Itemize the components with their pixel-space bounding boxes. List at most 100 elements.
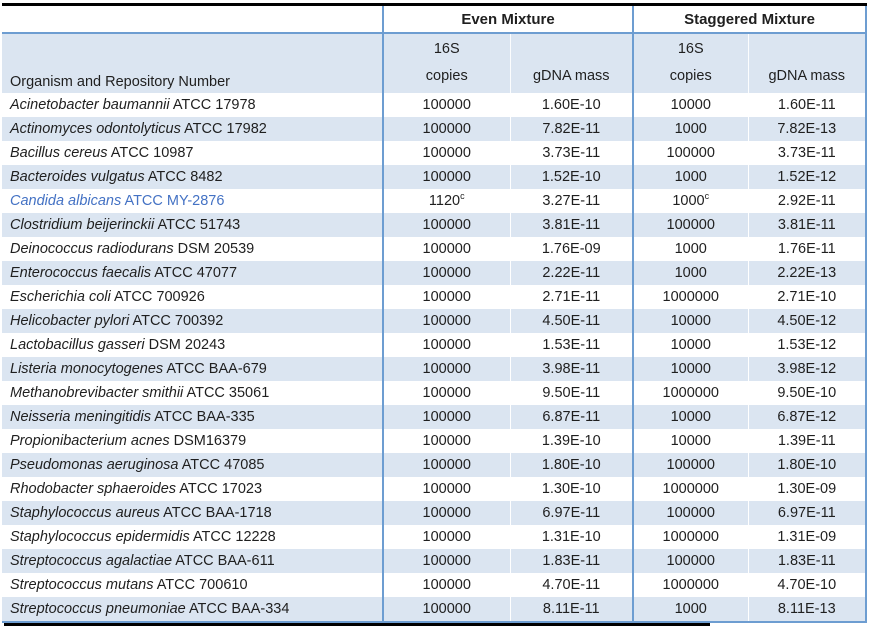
organism-cell: Candida albicans ATCC MY-2876 [10, 193, 225, 209]
staggered-gdna-mass-cell: 8.11E-13 [748, 597, 867, 623]
staggered-gdna-mass-cell: 1.31E-09 [748, 525, 867, 549]
table-row: Helicobacter pylori ATCC 700392 100000 4.5… [2, 309, 867, 333]
staggered-16s-copies-cell: 1000 [632, 261, 749, 285]
staggered-16s-copies-cell: 100000 [632, 453, 749, 477]
organism-group-header-empty [2, 4, 383, 34]
even-16s-copies-cell: 100000 [382, 213, 511, 237]
staggered-16s-copies-cell: 100000 [632, 549, 749, 573]
staggered-gdna-mass-cell: 2.71E-10 [748, 285, 867, 309]
organism-cell: Lactobacillus gasseri DSM 20243 [10, 337, 226, 353]
staggered-gdna-mass-cell: 9.50E-10 [748, 381, 867, 405]
table-row: Propionibacterium acnes DSM16379 100000 1.… [2, 429, 867, 453]
even-gdna-mass-cell: 3.98E-11 [510, 357, 633, 381]
even-16s-copies-cell: 100000 [382, 93, 511, 117]
staggered-gdna-mass-header: gDNA mass [748, 33, 867, 93]
staggered-gdna-mass-cell: 1.39E-11 [748, 429, 867, 453]
table-row: Neisseria meningitidis ATCC BAA-335 10000… [2, 405, 867, 429]
organism-cell: Propionibacterium acnes DSM16379 [10, 433, 247, 449]
staggered-16s-copies-cell: 1000000 [632, 285, 749, 309]
even-16s-copies-cell: 100000 [382, 333, 511, 357]
even-gdna-mass-cell: 9.50E-11 [542, 385, 601, 401]
staggered-16s-copies-cell: 10000 [632, 357, 749, 381]
organism-cell: Streptococcus agalactiae ATCC BAA-611 [2, 549, 383, 573]
staggered-16s-copies-cell: 1000c [632, 189, 749, 213]
organism-cell: Pseudomonas aeruginosa ATCC 47085 [2, 453, 383, 477]
even-gdna-mass-label: gDNA mass [532, 68, 610, 84]
staggered-gdna-mass-cell: 1.53E-12 [748, 333, 867, 357]
staggered-16s-copies-cell: 1000 [632, 237, 749, 261]
table-row: Escherichia coli ATCC 700926 100000 2.71E-… [2, 285, 867, 309]
table-row: Enterococcus faecalis ATCC 47077 100000 2.… [2, 261, 867, 285]
mock-community-composition-table: Even Mixture Staggered Mixture Organism … [2, 3, 867, 623]
even-mixture-group-header: Even Mixture [382, 4, 633, 34]
even-16s-copies-cell: 100000 [382, 405, 511, 429]
organism-cell: Streptococcus pneumoniae ATCC BAA-334 [2, 597, 383, 623]
staggered-16s-copies-cell: 10000 [632, 93, 749, 117]
organism-cell: Staphylococcus aureus ATCC BAA-1718 [2, 501, 383, 525]
table-row: Candida albicans ATCC MY-2876 1120c 3.27E-… [2, 189, 867, 213]
even-16s-copies-cell: 100000 [382, 477, 511, 501]
even-16s-copies-header: 16S copies [382, 33, 511, 93]
staggered-gdna-mass-cell: 1.30E-09 [748, 477, 867, 501]
even-16s-copies-cell: 100000 [382, 597, 511, 623]
table-row: Clostridium beijerinckii ATCC 51743 10000… [2, 213, 867, 237]
staggered-gdna-mass-cell: 3.73E-11 [748, 141, 867, 165]
organism-cell: Enterococcus faecalis ATCC 47077 [2, 261, 383, 285]
table-row: Bacteroides vulgatus ATCC 8482 100000 1.52… [2, 165, 867, 189]
organism-cell: Bacillus cereus ATCC 10987 [10, 145, 194, 161]
table-row: Acinetobacter baumannii ATCC 17978 100000… [2, 93, 867, 117]
even-16s-copies-cell: 100000 [382, 165, 511, 189]
staggered-gdna-mass-cell: 1.80E-10 [748, 453, 867, 477]
even-16s-copies-cell: 100000 [382, 381, 511, 405]
staggered-16s-copies-cell: 1000000 [632, 477, 749, 501]
staggered-gdna-mass-cell: 1.52E-12 [748, 165, 867, 189]
even-gdna-mass-cell: 1.31E-10 [541, 529, 601, 545]
staggered-gdna-mass-cell: 2.22E-13 [748, 261, 867, 285]
even-gdna-mass-cell: 7.82E-11 [510, 117, 633, 141]
table-row: Staphylococcus aureus ATCC BAA-1718 10000… [2, 501, 867, 525]
staggered-mixture-group-header: Staggered Mixture [632, 4, 867, 34]
even-gdna-mass-cell: 4.50E-11 [510, 309, 633, 333]
even-16s-copies-cell: 100000 [382, 549, 511, 573]
staggered-gdna-mass-cell: 7.82E-13 [748, 117, 867, 141]
staggered-gdna-mass-cell: 1.76E-11 [748, 237, 867, 261]
organism-cell: Helicobacter pylori ATCC 700392 [2, 309, 383, 333]
staggered-16s-copies-cell: 1000 [632, 597, 749, 623]
staggered-gdna-mass-cell: 1.60E-11 [748, 93, 867, 117]
staggered-16s-copies-cell: 1000 [632, 165, 749, 189]
table-row: Actinomyces odontolyticus ATCC 17982 1000… [2, 117, 867, 141]
staggered-16s-copies-cell: 10000 [632, 405, 749, 429]
staggered-gdna-mass-cell: 6.97E-11 [748, 501, 867, 525]
even-gdna-mass-cell: 1.30E-10 [541, 481, 601, 497]
table-row: Streptococcus mutans ATCC 700610 100000 4.… [2, 573, 867, 597]
organism-cell: Methanobrevibacter smithii ATCC 35061 [10, 385, 270, 401]
even-gdna-mass-cell: 2.71E-11 [542, 289, 601, 305]
even-gdna-mass-cell: 4.70E-11 [542, 577, 601, 593]
even-16s-copies-cell: 100000 [382, 429, 511, 453]
even-gdna-mass-cell: 6.87E-11 [510, 405, 633, 429]
even-16s-copies-cell: 100000 [382, 501, 511, 525]
even-gdna-mass-cell: 6.97E-11 [510, 501, 633, 525]
staggered-gdna-mass-label: gDNA mass [768, 68, 846, 84]
even-gdna-mass-cell: 3.81E-11 [510, 213, 633, 237]
organism-cell: Staphylococcus epidermidis ATCC 12228 [10, 529, 276, 545]
even-copies-label: copies [425, 68, 468, 84]
even-gdna-mass-cell: 1.39E-10 [541, 433, 601, 449]
staggered-16s-copies-cell: 10000 [632, 309, 749, 333]
organism-cell: Acinetobacter baumannii ATCC 17978 [10, 97, 256, 113]
organism-cell: Listeria monocytogenes ATCC BAA-679 [2, 357, 383, 381]
even-gdna-mass-cell: 1.53E-11 [542, 337, 601, 353]
staggered-16s-copies-cell: 10000 [632, 429, 749, 453]
staggered-gdna-mass-cell: 3.98E-12 [748, 357, 867, 381]
staggered-16s-copies-cell: 100000 [632, 501, 749, 525]
table-row: Streptococcus agalactiae ATCC BAA-611 100… [2, 549, 867, 573]
even-gdna-mass-cell: 1.83E-11 [510, 549, 633, 573]
table-row: Listeria monocytogenes ATCC BAA-679 10000… [2, 357, 867, 381]
even-16s-copies-cell: 100000 [382, 261, 511, 285]
organism-column-header: Organism and Repository Number [2, 33, 383, 93]
even-gdna-mass-cell: 8.11E-11 [510, 597, 633, 623]
even-gdna-mass-cell: 1.76E-09 [541, 241, 601, 257]
even-gdna-mass-header: gDNA mass [510, 33, 633, 93]
even-16s-label: 16S [433, 41, 460, 57]
